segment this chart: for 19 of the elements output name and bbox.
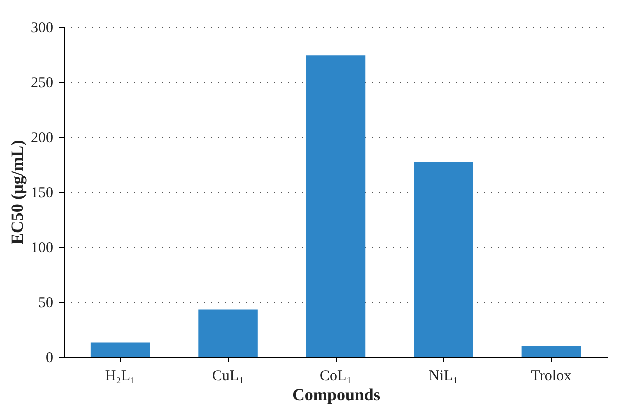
bar	[90, 342, 150, 357]
x-tick-label: NiL₁	[429, 368, 458, 384]
x-tick-label: CoL₁	[320, 368, 352, 384]
bar	[198, 310, 258, 357]
y-axis-title: EC50 (μg/mL)	[8, 140, 27, 245]
y-tick-label: 50	[38, 296, 54, 312]
y-tick-label: 200	[31, 130, 54, 146]
y-tick-label: 100	[31, 240, 54, 256]
y-tick-label: 250	[31, 76, 54, 92]
x-axis-title: Compounds	[292, 386, 381, 404]
bar	[522, 346, 582, 357]
y-tick-label: 150	[31, 186, 54, 202]
x-tick-label: Trolox	[531, 368, 572, 384]
bar	[306, 56, 366, 357]
x-tick-label: CuL₁	[212, 368, 244, 384]
bar	[414, 162, 474, 357]
y-tick-label: 0	[46, 350, 54, 366]
y-tick-label: 300	[31, 20, 54, 36]
x-tick-label: H₂L₁	[105, 368, 136, 384]
